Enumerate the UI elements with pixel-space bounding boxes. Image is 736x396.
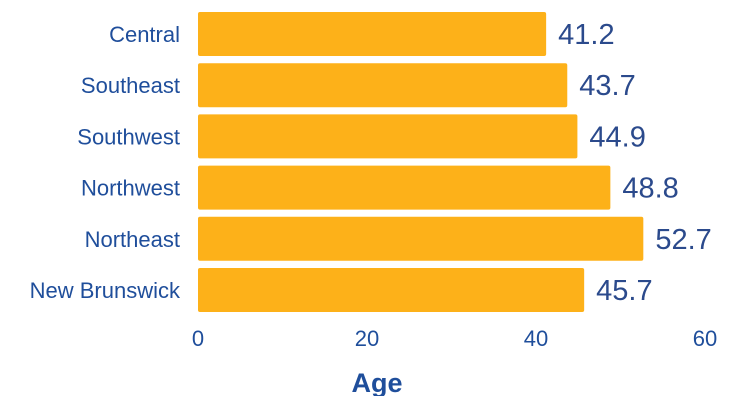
x-axis-title: Age bbox=[351, 368, 402, 396]
bar-central bbox=[198, 12, 547, 56]
value-label: 41.2 bbox=[558, 19, 614, 51]
category-labels: Central Southeast Southwest Northwest Northe… bbox=[30, 22, 181, 303]
bar-new-brunswick bbox=[198, 268, 585, 312]
x-tick-label: 60 bbox=[693, 326, 717, 351]
bar-southwest bbox=[198, 114, 578, 159]
category-label: New Brunswick bbox=[30, 278, 181, 303]
category-label: Northwest bbox=[81, 176, 180, 201]
value-label: 48.8 bbox=[622, 173, 678, 205]
x-tick-label: 0 bbox=[192, 326, 204, 351]
bar-southeast bbox=[198, 63, 568, 108]
category-label: Southeast bbox=[81, 73, 180, 98]
value-label: 52.7 bbox=[655, 224, 711, 256]
bar-northeast bbox=[198, 216, 644, 261]
value-labels: 41.2 43.7 44.9 48.8 52.745.7 bbox=[558, 19, 712, 307]
value-label: 45.7 bbox=[596, 275, 652, 307]
x-tick-label: 20 bbox=[355, 326, 379, 351]
category-label: Central bbox=[109, 22, 180, 47]
bar-northwest bbox=[198, 165, 611, 210]
x-axis-ticks: 0 20 40 60 bbox=[192, 326, 717, 351]
x-tick-label: 40 bbox=[524, 326, 548, 351]
category-label: Northeast bbox=[85, 227, 180, 252]
value-label: 43.7 bbox=[579, 70, 635, 102]
category-label: Southwest bbox=[77, 124, 180, 149]
bars bbox=[198, 12, 644, 312]
value-label: 44.9 bbox=[589, 121, 645, 153]
